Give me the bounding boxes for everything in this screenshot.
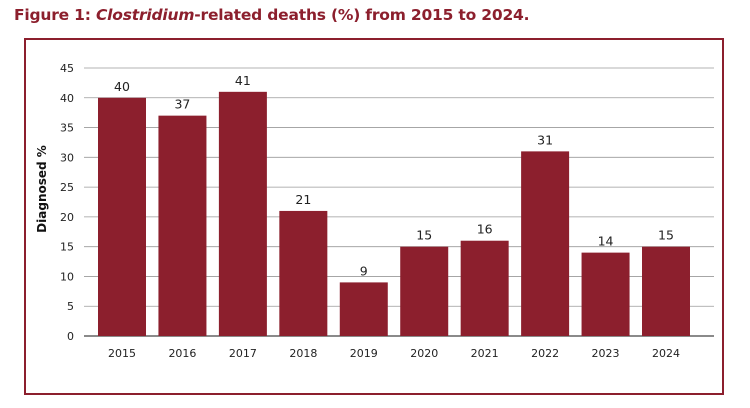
bar-2018 [279,210,328,336]
data-label-2017: 41 [235,73,251,88]
data-labels: 40 37 41 21 9 15 16 31 14 15 [114,73,674,279]
bar-2022 [521,151,570,336]
y-tick-label-30: 30 [60,151,74,164]
bar-2020 [400,246,449,336]
x-tick-label-2020: 2020 [410,347,438,360]
figure-title-suffix: -related deaths (%) from 2015 to 2024. [194,6,530,24]
y-tick-label-25: 25 [60,181,74,194]
y-tick-label-15: 15 [60,241,74,254]
bar-2017 [218,91,267,336]
figure-title-italic: Clostridium [95,6,195,24]
x-tick-label-2022: 2022 [531,347,559,360]
bar-2015 [98,97,146,337]
data-label-2021: 16 [477,222,493,237]
y-tick-label-40: 40 [60,92,74,105]
data-label-2018: 21 [295,192,311,207]
y-tick-label-5: 5 [67,300,74,313]
bar-2021 [460,240,509,336]
y-tick-label-10: 10 [60,270,74,283]
y-tick-label-35: 35 [60,122,74,135]
x-tick-label-2017: 2017 [229,347,257,360]
figure-title: Figure 1: Clostridium-related deaths (%)… [14,6,530,24]
x-tick-label-2023: 2023 [592,347,620,360]
y-tick-label-20: 20 [60,211,74,224]
data-label-2015: 40 [114,79,130,94]
y-axis-title: Diagnosed % [35,145,49,233]
bars [98,91,690,337]
data-label-2016: 37 [174,97,190,112]
data-label-2019: 9 [360,263,368,278]
bar-2024 [642,246,690,336]
x-tick-label-2018: 2018 [289,347,317,360]
data-label-2023: 14 [598,234,614,249]
bar-2019 [339,282,388,336]
x-axis-ticks: 2015 2016 2017 2018 2019 2020 2021 2022 2023 2024 [108,347,680,360]
y-tick-label-0: 0 [67,330,74,343]
data-label-2022: 31 [537,132,553,147]
x-tick-label-2019: 2019 [350,347,378,360]
y-axis-ticks: 0 5 10 15 20 25 30 35 40 45 [60,62,74,343]
x-tick-label-2015: 2015 [108,347,136,360]
data-label-2024: 15 [658,228,674,243]
x-tick-label-2016: 2016 [168,347,196,360]
y-tick-label-45: 45 [60,62,74,75]
x-tick-label-2021: 2021 [471,347,499,360]
figure-title-prefix: Figure 1: [14,6,96,24]
bar-2016 [158,115,207,337]
data-label-2020: 15 [416,228,432,243]
bar-2023 [581,252,630,336]
x-tick-label-2024: 2024 [652,347,680,360]
